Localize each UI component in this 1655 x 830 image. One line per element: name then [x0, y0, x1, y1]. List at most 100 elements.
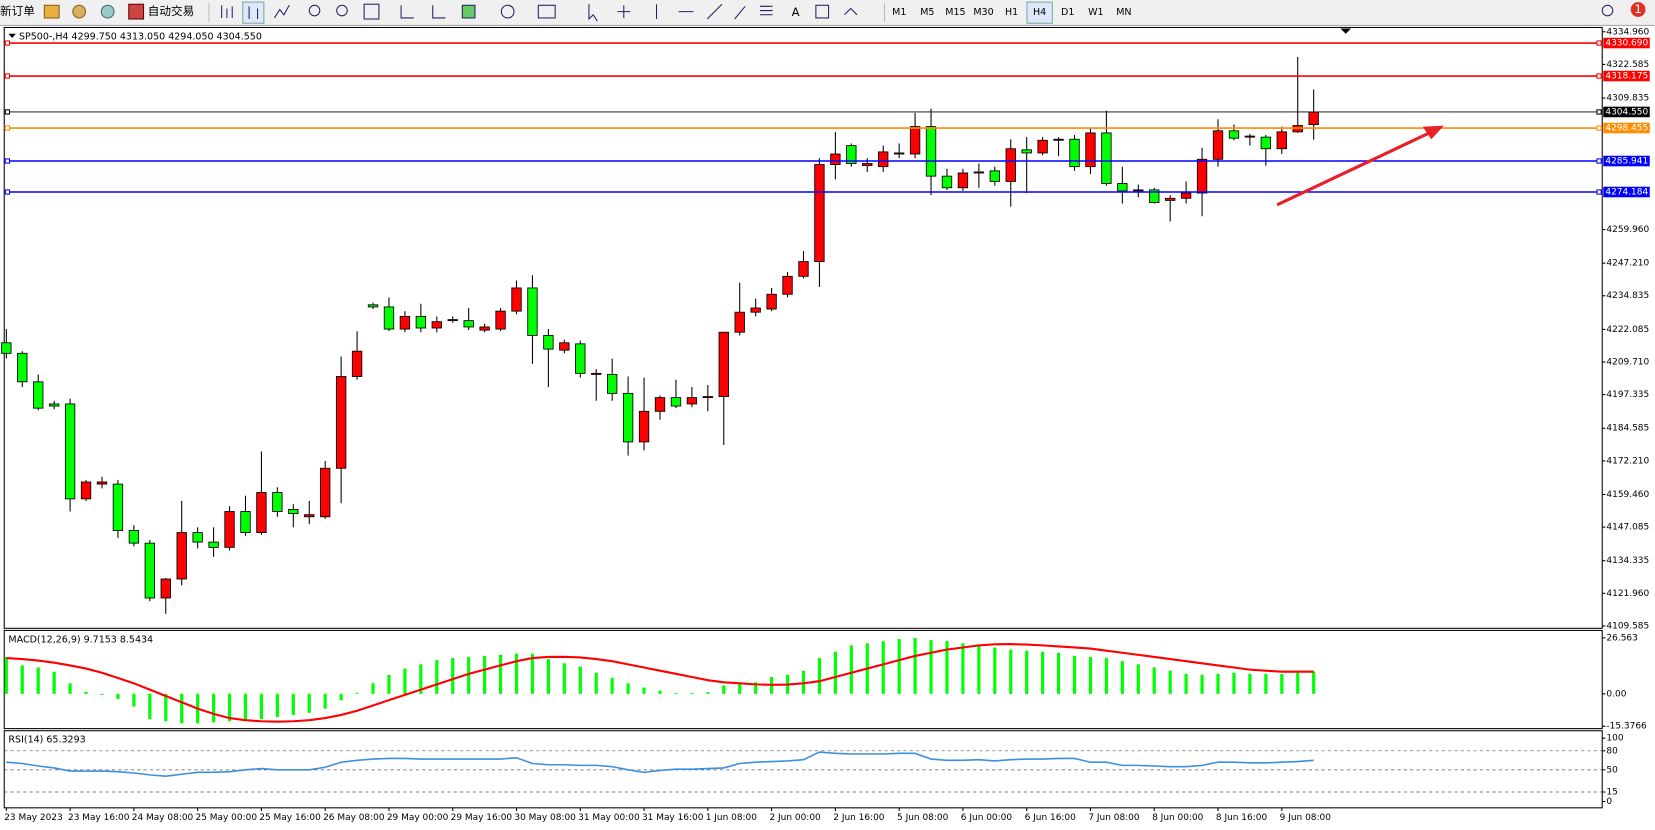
- candle-body: [1180, 192, 1192, 199]
- zoom-out-icon[interactable]: [336, 4, 348, 17]
- auto-trading-icon[interactable]: [128, 3, 145, 20]
- template-icon[interactable]: [537, 4, 556, 19]
- candle-icon[interactable]: [242, 1, 265, 24]
- candle-body: [638, 410, 650, 443]
- macd-bar: [642, 687, 646, 694]
- line-chart-icon[interactable]: [273, 5, 290, 19]
- icon[interactable]: [43, 4, 60, 19]
- candle-body: [734, 311, 745, 333]
- candle-body: [320, 467, 331, 518]
- candle-body: [1101, 132, 1112, 184]
- timeframe-button[interactable]: M5: [920, 7, 934, 18]
- auto-trading-button[interactable]: 自动交易: [148, 4, 194, 18]
- candle-body: [1308, 111, 1319, 126]
- level-handle: [4, 189, 11, 195]
- search-icon[interactable]: [1601, 4, 1614, 17]
- label-tool[interactable]: [815, 4, 830, 19]
- candle-body: [399, 315, 411, 330]
- timeframe-button[interactable]: W1: [1088, 7, 1103, 18]
- macd-bar: [754, 682, 758, 694]
- macd-bar: [275, 693, 279, 718]
- macd-bar: [84, 691, 88, 694]
- macd-bar: [1009, 649, 1013, 694]
- candle-body: [479, 326, 490, 331]
- macd-bar: [323, 693, 327, 709]
- macd-bar: [291, 693, 295, 715]
- macd-bar: [36, 667, 40, 694]
- candle-body: [1133, 189, 1144, 192]
- timeframe-button[interactable]: M30: [973, 7, 993, 18]
- text-tool[interactable]: A: [792, 5, 800, 19]
- macd-bar: [977, 645, 981, 694]
- x-tick-label: 23 May 16:00: [68, 813, 130, 823]
- candle-icon-lines[interactable]: [248, 6, 259, 20]
- macd-bar: [1056, 652, 1061, 694]
- macd-bar: [1088, 656, 1093, 694]
- candle-body: [830, 153, 841, 165]
- y-tick-label: 0: [1606, 797, 1612, 807]
- timeframe-button[interactable]: M15: [945, 7, 965, 18]
- candle-body: [112, 483, 124, 531]
- level-handle: [4, 40, 11, 46]
- indicator-icon[interactable]: [461, 4, 476, 19]
- scroll-icons[interactable]: [400, 5, 446, 19]
- macd-bar: [945, 641, 949, 694]
- timeframe-button[interactable]: H1: [1005, 7, 1018, 18]
- timeframe-button[interactable]: M1: [892, 7, 906, 18]
- macd-bar: [626, 683, 630, 694]
- notification-badge[interactable]: [1630, 2, 1646, 17]
- x-tick-label: 31 May 16:00: [642, 813, 704, 823]
- candle-body: [335, 376, 347, 469]
- candle-body: [17, 352, 28, 383]
- macd-bar: [132, 693, 136, 707]
- zoom-in-icon[interactable]: [308, 4, 321, 17]
- macd-bar: [4, 656, 8, 694]
- candle-body: [989, 170, 1000, 182]
- shapes-icon[interactable]: [844, 7, 858, 16]
- macd-bar: [1072, 655, 1077, 694]
- candle-body: [1165, 197, 1176, 201]
- macd-bar: [116, 693, 120, 700]
- icon[interactable]: [72, 4, 87, 19]
- period-icon[interactable]: [500, 4, 515, 19]
- y-tick-label: 4222.085: [1606, 325, 1649, 335]
- x-tick-label: 26 May 08:00: [323, 813, 385, 823]
- bar-chart-icon[interactable]: [221, 5, 233, 18]
- toolbar: 新订单 自动交易 A M1 M5 M15 M30 H1 H4 D1 W1 MN 1: [0, 0, 1655, 26]
- macd-bar: [243, 693, 248, 721]
- candle-body: [654, 397, 666, 412]
- tool-icons[interactable]: [221, 1, 858, 24]
- macd-bar: [1025, 650, 1029, 694]
- plot: 4334.960 4322.585 4309.835 4259.960 4247.210…: [1, 27, 1650, 823]
- macd-bar: [164, 693, 168, 722]
- macd-bar: [148, 693, 152, 720]
- macd-bar: [817, 658, 822, 694]
- macd-bar: [833, 651, 837, 694]
- timeframe-button[interactable]: H4: [1033, 7, 1046, 18]
- x-tick-label: 25 May 16:00: [259, 813, 321, 823]
- new-order-button[interactable]: 新订单: [0, 4, 35, 18]
- timeframe-button[interactable]: D1: [1061, 7, 1074, 18]
- candle-body: [33, 381, 44, 409]
- icon[interactable]: [100, 4, 115, 19]
- drawing-tools[interactable]: [588, 3, 773, 22]
- x-tick-label: 24 May 08:00: [132, 813, 194, 823]
- y-tick-label: 4172.210: [1606, 456, 1649, 466]
- candle-body: [1149, 189, 1160, 203]
- candle-body: [1244, 135, 1256, 138]
- x-tick-label: 2 Jun 16:00: [833, 813, 885, 823]
- candle-body: [80, 481, 92, 500]
- macd-bar: [546, 659, 550, 694]
- rsi-label: RSI(14) 65.3293: [8, 735, 85, 746]
- tile-icon[interactable]: [363, 3, 380, 20]
- candle-body: [224, 511, 235, 548]
- price-level-tag: [1603, 70, 1650, 82]
- macd-bar: [1296, 672, 1300, 694]
- timeframe-button[interactable]: MN: [1116, 7, 1131, 18]
- candle-body: [96, 481, 108, 485]
- candle-body: [383, 306, 395, 330]
- macd-bar: [929, 640, 933, 694]
- macd-bar: [738, 683, 742, 694]
- candle-body: [1260, 136, 1272, 150]
- chart-header: SP500-,H4 4299.750 4313.050 4294.050 430…: [19, 31, 262, 42]
